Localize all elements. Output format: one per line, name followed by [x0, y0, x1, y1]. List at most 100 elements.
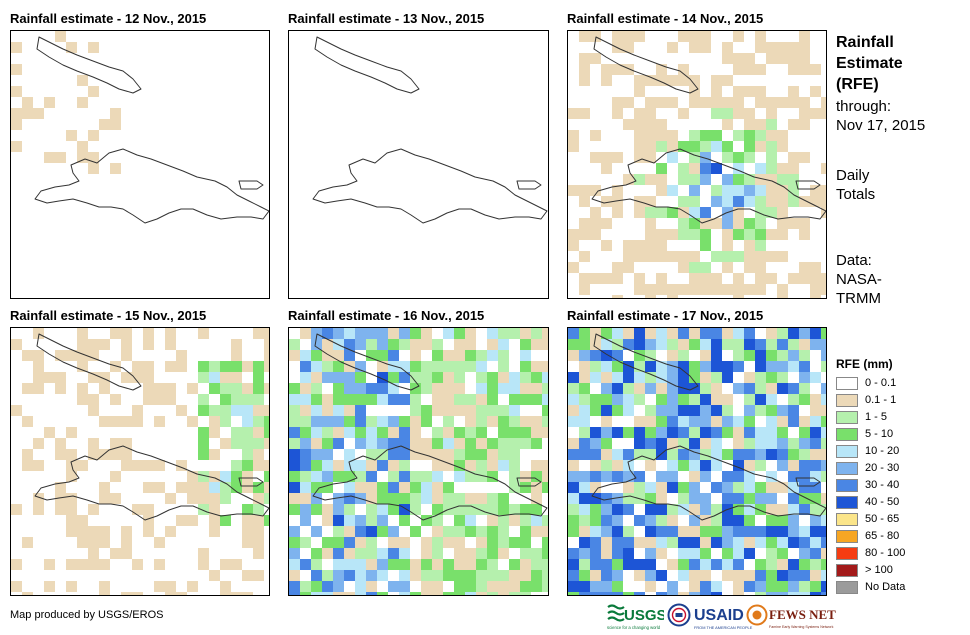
- rainfall-cell: [300, 405, 311, 416]
- rainfall-cell: [568, 240, 579, 251]
- rainfall-cell: [733, 526, 744, 537]
- legend-label: 0.1 - 1: [865, 394, 897, 406]
- rainfall-cell: [110, 548, 121, 559]
- rainfall-map-13-nov: [288, 30, 549, 299]
- rainfall-cell: [579, 383, 590, 394]
- rainfall-cell: [645, 581, 656, 592]
- rainfall-cell: [799, 339, 810, 350]
- usaid-seal: [667, 603, 691, 627]
- rainfall-map-15-nov: [10, 327, 270, 596]
- rainfall-cell: [645, 97, 656, 108]
- rainfall-cell: [220, 372, 231, 383]
- rainfall-cell: [289, 504, 300, 515]
- rainfall-cell: [799, 548, 810, 559]
- rainfall-cell: [300, 361, 311, 372]
- rainfall-cell: [689, 328, 700, 339]
- rainfall-cell: [253, 526, 264, 537]
- rainfall-cell: [744, 64, 755, 75]
- rainfall-cell: [821, 108, 826, 119]
- rainfall-cell: [612, 493, 623, 504]
- rainfall-cell: [454, 328, 465, 339]
- rainfall-cell: [454, 493, 465, 504]
- rainfall-cell: [242, 515, 253, 526]
- rainfall-cell: [799, 273, 810, 284]
- rainfall-cell: [579, 504, 590, 515]
- rainfall-cell: [344, 427, 355, 438]
- rainfall-cell: [579, 185, 590, 196]
- legend-label: 50 - 65: [865, 513, 900, 525]
- rainfall-cell: [656, 273, 667, 284]
- rainfall-cell: [388, 427, 399, 438]
- rainfall-cell: [231, 394, 242, 405]
- rainfall-cell: [711, 163, 722, 174]
- rainfall-cell: [520, 570, 531, 581]
- rainfall-cell: [289, 471, 300, 482]
- rainfall-cell: [667, 581, 678, 592]
- rainfall-cell: [601, 405, 612, 416]
- rainfall-cell: [810, 339, 821, 350]
- rainfall-cell: [777, 229, 788, 240]
- rainfall-cell: [264, 339, 269, 350]
- rainfall-cell: [66, 471, 77, 482]
- rainfall-cell: [744, 427, 755, 438]
- rainfall-cell: [821, 570, 826, 581]
- rainfall-cell: [568, 515, 579, 526]
- rainfall-cell: [810, 427, 821, 438]
- rainfall-cell: [579, 548, 590, 559]
- rainfall-cell: [656, 185, 667, 196]
- rainfall-cell: [590, 438, 601, 449]
- rainfall-cell: [399, 592, 410, 595]
- rainfall-cell: [766, 229, 777, 240]
- rainfall-cell: [700, 31, 711, 42]
- rainfall-cell: [399, 449, 410, 460]
- rainfall-cell: [700, 526, 711, 537]
- rainfall-cell: [44, 581, 55, 592]
- rainfall-cell: [821, 97, 826, 108]
- rainfall-cell: [634, 537, 645, 548]
- rainfall-cell: [700, 273, 711, 284]
- rainfall-cell: [777, 218, 788, 229]
- rainfall-cell: [253, 537, 264, 548]
- rainfall-cell: [542, 460, 548, 471]
- rainfall-cell: [542, 361, 548, 372]
- rainfall-cell: [22, 97, 33, 108]
- rainfall-cell: [33, 493, 44, 504]
- rainfall-cell: [612, 185, 623, 196]
- rainfall-cell: [366, 581, 377, 592]
- rainfall-cell: [667, 75, 678, 86]
- rainfall-cell: [344, 570, 355, 581]
- rainfall-cell: [755, 449, 766, 460]
- rainfall-cell: [700, 383, 711, 394]
- rainfall-cell: [656, 592, 667, 595]
- rainfall-cell: [388, 438, 399, 449]
- rainfall-cell: [777, 251, 788, 262]
- rainfall-cell: [344, 526, 355, 537]
- rainfall-cell: [22, 383, 33, 394]
- rainfall-cell: [242, 394, 253, 405]
- rainfall-cell: [432, 361, 443, 372]
- rainfall-cell: [154, 581, 165, 592]
- rainfall-cell: [645, 207, 656, 218]
- rainfall-cell: [253, 383, 264, 394]
- rainfall-cell: [498, 383, 509, 394]
- rainfall-cell: [476, 372, 487, 383]
- rainfall-cell: [755, 207, 766, 218]
- rainfall-cell: [220, 581, 231, 592]
- rainfall-cell: [590, 229, 601, 240]
- rainfall-cell: [744, 130, 755, 141]
- through-label: through:: [836, 98, 892, 115]
- rainfall-cell: [755, 350, 766, 361]
- rainfall-cell: [810, 559, 821, 570]
- rainfall-cell: [498, 537, 509, 548]
- rainfall-cell: [810, 328, 821, 339]
- rainfall-cell: [410, 471, 421, 482]
- rainfall-cell: [132, 372, 143, 383]
- rainfall-cell: [568, 130, 579, 141]
- rainfall-cell: [300, 493, 311, 504]
- rainfall-cell: [176, 460, 187, 471]
- rainfall-cell: [689, 394, 700, 405]
- rainfall-cell: [744, 328, 755, 339]
- rainfall-cell: [711, 97, 722, 108]
- rainfall-cell: [121, 372, 132, 383]
- rainfall-cell: [689, 284, 700, 295]
